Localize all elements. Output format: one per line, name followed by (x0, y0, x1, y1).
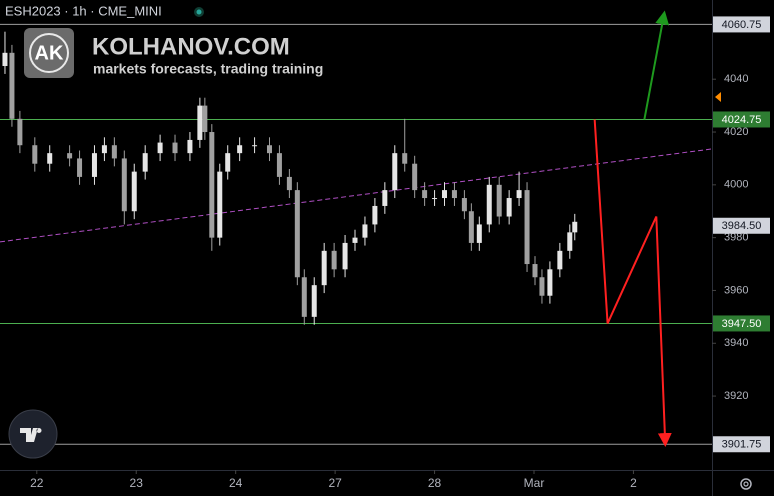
price-label-box (713, 16, 770, 33)
projection-arrow (643, 10, 670, 120)
logo-text: AK (35, 42, 64, 64)
candle-body (392, 153, 398, 191)
candle-body (187, 139, 193, 154)
candle-body (32, 145, 38, 164)
x-tick-label: 23 (130, 476, 144, 490)
candle-body (294, 190, 300, 278)
candle-body (225, 153, 231, 172)
candle-body (468, 211, 474, 243)
logo-ring (29, 33, 69, 73)
candle-body (461, 198, 467, 212)
y-tick-label: 4040 (724, 73, 748, 85)
candle-body (532, 264, 538, 278)
status-dot (196, 9, 202, 15)
price-label-box (713, 315, 770, 332)
alert-marker (715, 92, 721, 102)
y-tick-label: 3980 (724, 232, 748, 244)
candle-body (142, 153, 148, 172)
candle-body (67, 153, 73, 159)
price-label: 4024.75 (722, 114, 762, 126)
candle-body (202, 105, 208, 133)
candle-body (237, 145, 243, 154)
candle-body (321, 250, 327, 286)
x-tick-label: 24 (229, 476, 243, 490)
x-tick-label: 2 (630, 476, 637, 490)
candle-body (121, 158, 127, 212)
candle-body (197, 105, 203, 140)
price-label: 3901.75 (722, 439, 762, 451)
x-tick-label: 28 (428, 476, 442, 490)
candle-body (496, 184, 502, 217)
candle-body (524, 190, 530, 265)
brand: KOLHANOV.COM (92, 33, 290, 60)
candle-body (362, 224, 368, 238)
candle-body (2, 52, 8, 67)
tagline: markets forecasts, trading training (93, 61, 323, 77)
y-tick-label: 4020 (724, 126, 748, 138)
candle-body (557, 250, 563, 270)
candle-body (342, 242, 348, 270)
candle-body (172, 142, 178, 154)
candle-body (131, 171, 137, 212)
price-label-box (713, 111, 770, 128)
logo-box (24, 28, 74, 78)
candle-body (451, 190, 457, 199)
candle-body (157, 142, 163, 154)
candle-body (91, 153, 97, 177)
tv-logo-mark (20, 428, 42, 442)
candle-body (516, 190, 522, 199)
x-tick-label: 27 (328, 476, 342, 490)
candle-body (372, 205, 378, 225)
candle-body (9, 52, 15, 119)
candle-body (209, 132, 215, 238)
candle-body (486, 184, 492, 225)
price-label: 3947.50 (722, 318, 762, 330)
price-label: 3984.50 (722, 220, 762, 232)
candle-body (547, 269, 553, 296)
candle-body (17, 118, 23, 146)
candle-body (402, 153, 408, 164)
candle-body (331, 250, 337, 270)
settings-icon[interactable] (740, 478, 752, 490)
candle-body (572, 221, 578, 233)
candle-body (382, 190, 388, 206)
candle-body (476, 224, 482, 243)
candle-body (276, 153, 282, 177)
candle-body (77, 158, 83, 177)
symbol: ESH2023 · 1h · CME_MINI (5, 3, 162, 18)
candle-body (266, 145, 272, 154)
candle-body (412, 163, 418, 191)
plot: 4040 4020 4000 3980 3960 3940 3920 22 23 24 27 28 Ma… (0, 10, 748, 490)
candle-body (432, 198, 438, 200)
candle-body (217, 171, 223, 238)
candle-body (352, 237, 358, 243)
candle-body (252, 145, 258, 147)
candle-body (422, 190, 428, 199)
candle-body (506, 198, 512, 217)
projection-arrow (593, 119, 672, 448)
y-tick-label: 3940 (724, 337, 748, 349)
candle-body (111, 145, 117, 159)
candle-body (286, 176, 292, 191)
price-label-box (713, 436, 770, 453)
candle-body (301, 277, 307, 317)
candle-body (442, 190, 448, 199)
price-label: 4060.75 (722, 19, 762, 31)
candle-body (101, 145, 107, 154)
y-tick-label: 3920 (724, 390, 748, 402)
y-tick-label: 4000 (724, 179, 748, 191)
candle-body (539, 277, 545, 296)
candle-body (567, 232, 573, 251)
candle-body (47, 153, 53, 164)
x-tick-label: 22 (30, 476, 44, 490)
price-label-box (713, 217, 770, 234)
candle-body (311, 285, 317, 317)
y-tick-label: 3960 (724, 284, 748, 296)
x-tick-label: Mar (524, 476, 545, 490)
